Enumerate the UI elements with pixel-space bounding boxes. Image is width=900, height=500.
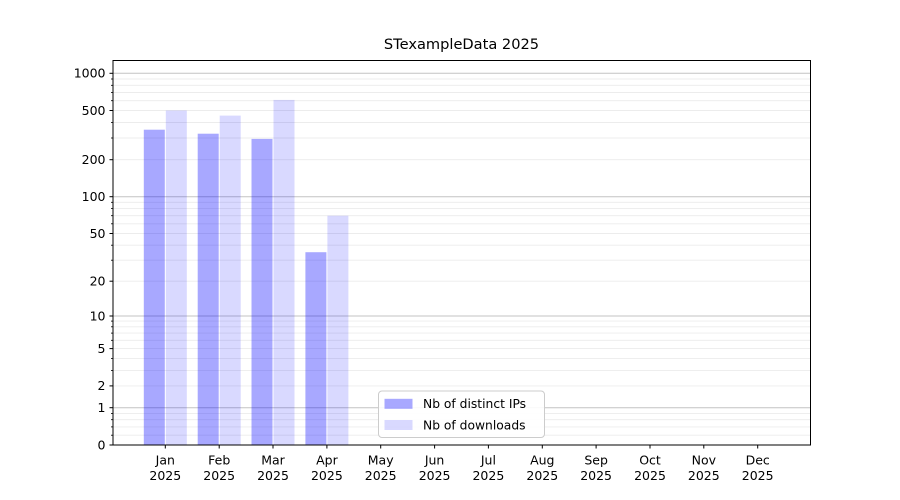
x-tick-label: May 2025 — [365, 453, 397, 484]
legend-label: Nb of downloads — [423, 418, 526, 432]
x-tick-label: Feb 2025 — [203, 453, 235, 484]
y-tick-label: 500 — [82, 103, 106, 118]
chart-legend: Nb of distinct IPs Nb of downloads — [378, 390, 545, 438]
y-tick-label: 5 — [98, 341, 106, 356]
x-tick-label: Jan 2025 — [149, 453, 181, 484]
chart-title: STexampleData 2025 — [383, 36, 540, 53]
y-tick-label: 0 — [98, 437, 106, 452]
x-tick-label: Mar 2025 — [257, 453, 289, 484]
y-tick-label: 1 — [98, 400, 106, 415]
bar-distinct-ips — [305, 252, 327, 445]
bar-downloads — [219, 115, 241, 445]
legend-label: Nb of distinct IPs — [423, 397, 526, 411]
y-tick-label: 100 — [82, 189, 106, 204]
y-tick-label: 50 — [90, 226, 106, 241]
x-tick-label: Dec 2025 — [742, 453, 774, 484]
x-tick-label: Sep 2025 — [580, 453, 612, 484]
y-tick-label: 10 — [90, 308, 106, 323]
x-tick-label: Jun 2025 — [419, 453, 451, 484]
legend-box — [378, 390, 545, 438]
bar-distinct-ips — [251, 138, 273, 445]
y-tick-label: 200 — [82, 152, 106, 167]
x-tick-label: Aug 2025 — [526, 453, 558, 484]
bar-downloads — [327, 215, 349, 445]
bar-distinct-ips — [143, 129, 165, 445]
y-tick-label: 20 — [90, 274, 106, 289]
x-tick-label: Nov 2025 — [688, 453, 720, 484]
x-tick-label: Oct 2025 — [634, 453, 666, 484]
bar-distinct-ips — [197, 133, 219, 445]
y-tick-label: 2 — [98, 378, 106, 393]
bar-downloads — [273, 99, 295, 446]
y-tick-label: 1000 — [74, 66, 106, 81]
x-tick-label: Apr 2025 — [311, 453, 343, 484]
legend-swatch-distinct-ips — [384, 398, 413, 409]
x-tick-label: Jul 2025 — [472, 453, 504, 484]
plot-frame — [112, 60, 811, 446]
bar-downloads — [165, 110, 187, 445]
legend-swatch-downloads — [384, 420, 413, 430]
